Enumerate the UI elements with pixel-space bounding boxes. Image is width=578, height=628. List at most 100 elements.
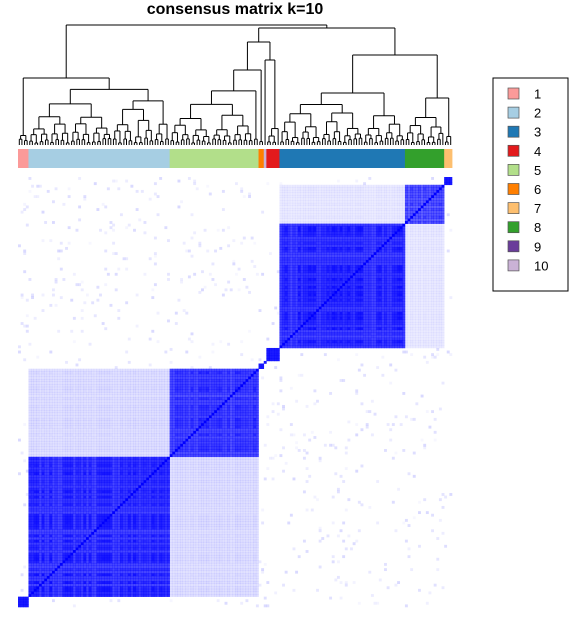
- heatmap-cell: [117, 534, 121, 538]
- heatmap-cell: [59, 467, 63, 471]
- heatmap-cell: [41, 485, 45, 489]
- heatmap-cell: [96, 591, 100, 595]
- heatmap-cell: [169, 581, 173, 584]
- heatmap-cell: [138, 490, 142, 494]
- heatmap-cell: [91, 521, 95, 525]
- heatmap-cell: [242, 526, 246, 530]
- heatmap-cell: [253, 518, 257, 522]
- heatmap-cell: [23, 604, 27, 608]
- heatmap-cell: [242, 542, 246, 546]
- heatmap-cell: [219, 513, 223, 517]
- heatmap-cell: [122, 578, 126, 582]
- heatmap-cell: [122, 480, 126, 483]
- heatmap-cell: [85, 529, 89, 533]
- heatmap-cell: [127, 560, 131, 564]
- heatmap-cell: [62, 560, 66, 564]
- heatmap-cell: [38, 560, 42, 564]
- heatmap-cell: [255, 513, 259, 517]
- heatmap-cell: [70, 480, 74, 483]
- heatmap-cell: [33, 472, 37, 476]
- heatmap-cell: [135, 508, 139, 512]
- heatmap-cell: [250, 526, 254, 530]
- heatmap-cell: [133, 503, 136, 507]
- heatmap-cell: [336, 560, 340, 564]
- heatmap-cell: [177, 588, 181, 592]
- heatmap-cell: [36, 529, 40, 533]
- heatmap-cell: [240, 578, 244, 582]
- heatmap-cell: [219, 542, 223, 546]
- heatmap-cell: [109, 503, 113, 507]
- heatmap-cell: [93, 583, 97, 587]
- heatmap-cell: [143, 503, 147, 507]
- heatmap-cell: [180, 578, 184, 582]
- heatmap-cell: [240, 516, 244, 520]
- heatmap-cell: [62, 565, 66, 569]
- heatmap-cell: [206, 500, 210, 504]
- heatmap-cell: [140, 568, 144, 572]
- heatmap-cell: [130, 503, 134, 507]
- heatmap-cell: [146, 586, 150, 590]
- heatmap-cell: [117, 503, 121, 507]
- heatmap-cell: [38, 472, 42, 476]
- heatmap-cell: [33, 568, 37, 572]
- heatmap-cell: [44, 505, 48, 509]
- heatmap-cell: [93, 482, 97, 486]
- heatmap-cell: [159, 513, 163, 517]
- heatmap-cell: [169, 557, 173, 561]
- heatmap-cell: [122, 575, 126, 579]
- heatmap-cell: [245, 578, 249, 582]
- heatmap-cell: [36, 487, 40, 491]
- heatmap-cell: [198, 495, 202, 499]
- heatmap-cell: [245, 565, 249, 569]
- heatmap-cell: [237, 594, 241, 597]
- heatmap-cell: [182, 513, 186, 517]
- heatmap-cell: [41, 557, 45, 561]
- heatmap-cell: [146, 490, 150, 494]
- heatmap-cell: [164, 513, 168, 517]
- heatmap-cell: [245, 508, 249, 512]
- heatmap-cell: [250, 537, 254, 540]
- heatmap-cell: [104, 586, 108, 590]
- heatmap-cell: [201, 537, 204, 540]
- heatmap-cell: [31, 555, 34, 559]
- heatmap-cell: [302, 490, 306, 494]
- heatmap-cell: [185, 487, 189, 491]
- heatmap-cell: [112, 539, 116, 543]
- heatmap-cell: [83, 511, 87, 515]
- heatmap-cell: [229, 508, 233, 512]
- heatmap-cell: [167, 518, 170, 522]
- heatmap-cell: [109, 594, 113, 597]
- heatmap-cell: [177, 480, 181, 483]
- heatmap-cell: [221, 487, 225, 491]
- heatmap-cell: [31, 524, 34, 527]
- heatmap-cell: [46, 552, 50, 556]
- heatmap-cell: [114, 539, 118, 543]
- heatmap-cell: [78, 516, 82, 520]
- heatmap-cell: [211, 544, 215, 548]
- heatmap-cell: [117, 518, 121, 522]
- heatmap-cell: [360, 503, 364, 507]
- heatmap-cell: [224, 586, 228, 590]
- heatmap-cell: [237, 534, 241, 538]
- heatmap-cell: [130, 542, 134, 546]
- heatmap-cell: [159, 573, 163, 577]
- heatmap-cell: [219, 500, 223, 504]
- heatmap-cell: [211, 547, 215, 551]
- heatmap-cell: [99, 578, 102, 582]
- heatmap-cell: [237, 583, 241, 587]
- heatmap-cell: [125, 555, 129, 559]
- heatmap-cell: [255, 565, 259, 569]
- heatmap-cell: [133, 516, 136, 520]
- heatmap-cell: [133, 588, 136, 592]
- heatmap-cell: [109, 557, 113, 561]
- heatmap-cell: [133, 508, 136, 512]
- heatmap-cell: [232, 529, 236, 533]
- heatmap-cell: [164, 583, 168, 587]
- heatmap-cell: [119, 555, 123, 559]
- heatmap-cell: [93, 557, 97, 561]
- heatmap-cell: [70, 495, 74, 499]
- heatmap-cell: [219, 505, 223, 509]
- heatmap-cell: [46, 500, 50, 504]
- heatmap-cell: [203, 487, 207, 491]
- heatmap-cell: [148, 588, 152, 592]
